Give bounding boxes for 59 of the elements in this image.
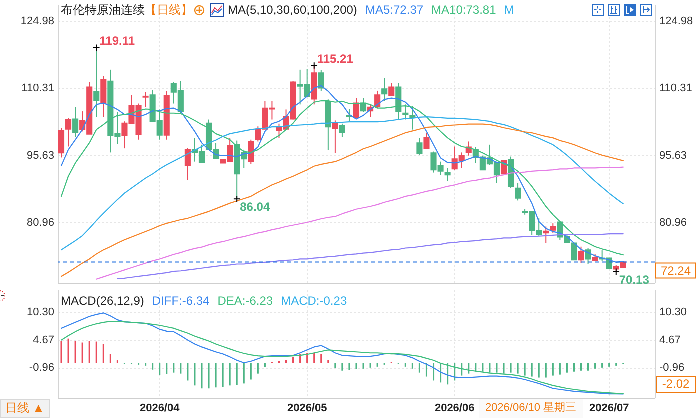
legend-title: MA(5,10,30,60,100,200) — [228, 3, 358, 17]
x-tick-label: 2026/05 — [287, 402, 328, 414]
series-label: DIFF:-6.34 — [152, 294, 210, 308]
y-tick-label: 95.63 — [26, 150, 54, 162]
chart-title: 布伦特原油连续 — [61, 3, 145, 17]
candlestick — [382, 78, 388, 102]
candlestick — [142, 92, 149, 108]
x-tick-label: 2026/04 — [140, 402, 181, 414]
text: MA10:73.81 — [432, 3, 496, 17]
candlestick — [410, 106, 416, 130]
y-tick-label: 4.67 — [33, 334, 54, 346]
candlestick — [66, 118, 72, 148]
chart-subtitle: 【日线】 — [145, 3, 193, 17]
y-tick-label: 80.96 — [26, 216, 54, 229]
line-series — [60, 124, 624, 278]
candlestick — [374, 90, 381, 109]
y-tick-label: 110.31 — [22, 82, 54, 95]
text: M — [504, 3, 514, 17]
text: DEA:-6.23 — [218, 294, 274, 308]
y2-tick-label: 110.31 — [660, 82, 692, 95]
candlestick — [550, 223, 556, 234]
text: -2.02 — [656, 376, 696, 393]
candlestick — [416, 138, 423, 156]
x-tick-label: 2026/07 — [589, 402, 630, 414]
y2-tick-label: 95.63 — [660, 150, 688, 162]
candlestick — [585, 248, 592, 265]
ref-line-label: 72.24 — [660, 264, 692, 278]
y2-tick-label: 124.98 — [660, 16, 694, 28]
y2-tick-label: -0.96 — [660, 362, 685, 374]
annotation: 115.21 — [317, 52, 354, 66]
y-tick-label: 10.30 — [26, 306, 54, 319]
candlestick — [58, 128, 65, 158]
candlestick — [444, 168, 451, 182]
candlestick — [543, 226, 550, 244]
x-tick-label: 2026/06 — [434, 402, 475, 414]
text: 2026/06/10 星期三 — [479, 399, 583, 418]
annotation: 119.11 — [100, 34, 136, 48]
candlestick — [578, 246, 584, 264]
y-tick-label: 124.98 — [20, 16, 54, 28]
candlestick — [388, 82, 395, 97]
annotation: 86.04 — [240, 200, 270, 214]
candlestick — [402, 104, 409, 120]
candlestick — [318, 70, 324, 92]
text: 日线 ▲ — [0, 399, 50, 418]
candlestick — [424, 132, 430, 150]
candlestick — [184, 148, 191, 181]
candlestick — [339, 123, 346, 138]
annotation: 70.13 — [619, 272, 650, 287]
candlestick — [248, 139, 254, 165]
y2-tick-label: 4.67 — [660, 334, 681, 346]
y-tick-label: -0.96 — [29, 362, 54, 374]
y2-tick-label: 10.30 — [660, 306, 688, 319]
candlestick — [515, 182, 522, 202]
candlestick — [72, 106, 79, 138]
chart-title: MACD(26,12,9) — [61, 294, 144, 308]
candlestick — [100, 76, 107, 118]
y2-tick-label: 80.96 — [660, 216, 688, 229]
annotation: MACD:-0.23 — [281, 294, 348, 308]
text: MA5:72.37 — [366, 3, 424, 17]
